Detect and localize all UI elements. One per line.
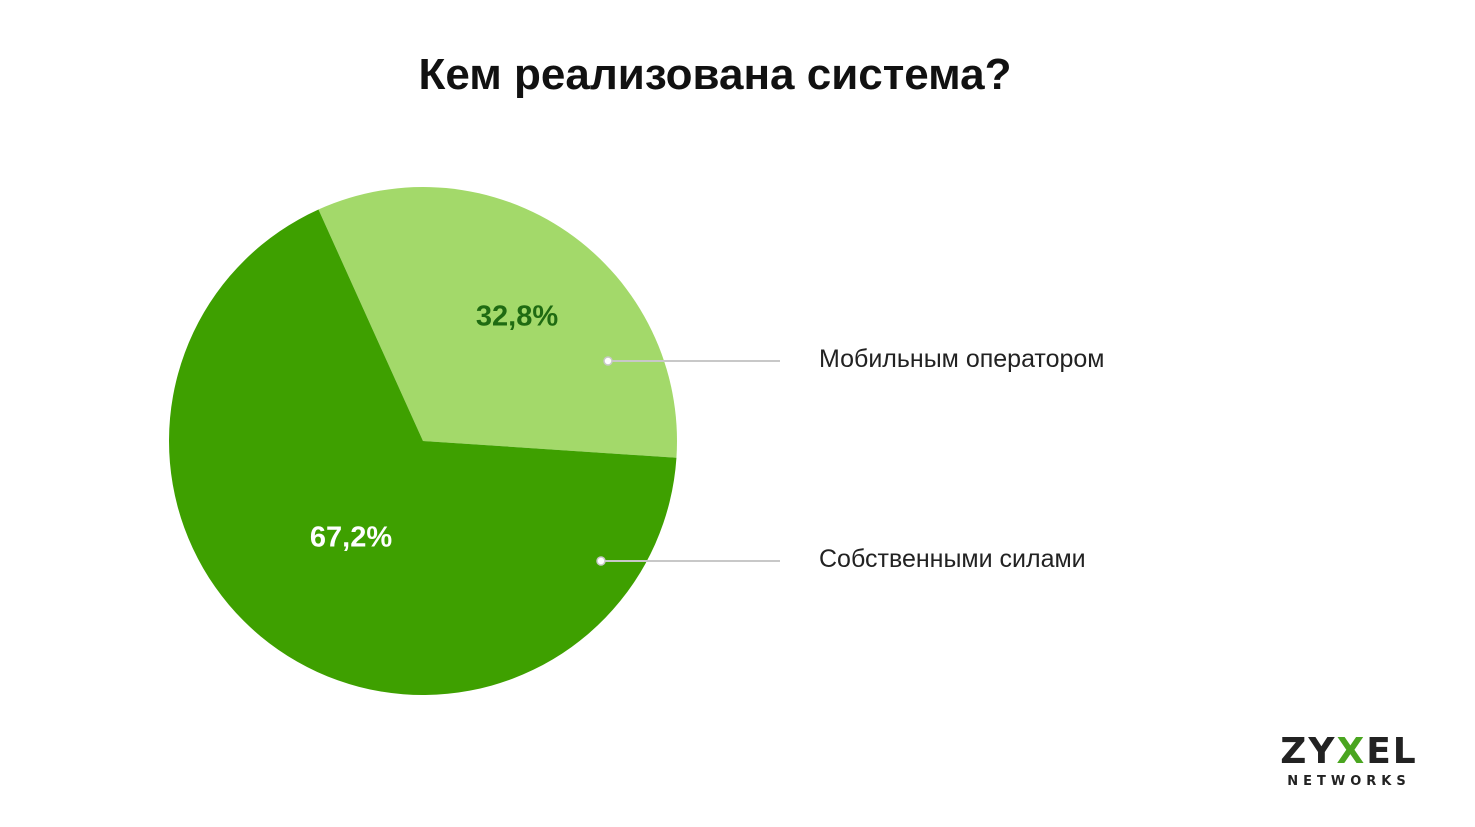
legend-label: Мобильным оператором [819, 345, 1105, 373]
legend-label: Собственными силами [819, 545, 1086, 573]
slice-value-label: 67,2% [310, 522, 392, 554]
legend-leader-dot [596, 556, 606, 566]
legend-leader-dot [603, 356, 613, 366]
chart-title: Кем реализована система? [418, 50, 1012, 99]
pie-slice [318, 187, 677, 458]
logo-wordmark: ZYXEL [1280, 731, 1418, 772]
zyxel-logo: ZYXEL NETWORKS [1279, 731, 1419, 790]
pie-slice [169, 209, 677, 695]
logo-x: X [1336, 731, 1367, 772]
slice-value-label: 32,8% [476, 301, 558, 333]
logo-subtitle: NETWORKS [1287, 774, 1411, 789]
